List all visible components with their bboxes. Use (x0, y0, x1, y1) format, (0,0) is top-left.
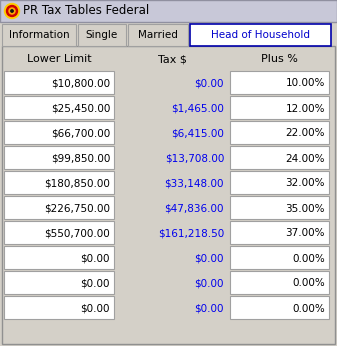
Text: $0.00: $0.00 (194, 279, 224, 289)
Bar (230, 146, 329, 169)
Bar (230, 221, 329, 244)
Text: 0.00%: 0.00% (292, 303, 325, 313)
Circle shape (4, 3, 20, 18)
Text: Tax $: Tax $ (158, 54, 186, 64)
Bar (4, 121, 114, 144)
Circle shape (9, 8, 15, 14)
Text: $161,218.50: $161,218.50 (158, 228, 224, 238)
Bar (2, 46, 335, 344)
Bar (4, 246, 114, 269)
Text: Plus %: Plus % (261, 54, 298, 64)
Text: $10,800.00: $10,800.00 (51, 79, 110, 89)
Bar (4, 71, 114, 94)
Text: Married: Married (138, 30, 178, 40)
Bar (4, 146, 114, 169)
Text: 22.00%: 22.00% (285, 128, 325, 138)
Text: $1,465.00: $1,465.00 (171, 103, 224, 113)
Text: PR Tax Tables Federal: PR Tax Tables Federal (23, 4, 149, 18)
Bar (0, 0, 337, 22)
Text: $25,450.00: $25,450.00 (51, 103, 110, 113)
Text: 12.00%: 12.00% (285, 103, 325, 113)
Bar (4, 296, 114, 319)
Text: 10.00%: 10.00% (286, 79, 325, 89)
Text: $99,850.00: $99,850.00 (51, 154, 110, 164)
Circle shape (6, 6, 18, 17)
Text: Lower Limit: Lower Limit (27, 54, 91, 64)
Text: Head of Household: Head of Household (211, 30, 310, 40)
Text: $47,836.00: $47,836.00 (164, 203, 224, 213)
Bar (128, 24, 188, 46)
Bar (4, 221, 114, 244)
Bar (230, 121, 329, 144)
Text: 35.00%: 35.00% (285, 203, 325, 213)
Bar (2, 24, 76, 46)
Text: Information: Information (9, 30, 69, 40)
Text: $0.00: $0.00 (81, 254, 110, 264)
Text: 32.00%: 32.00% (285, 179, 325, 189)
Text: $0.00: $0.00 (194, 303, 224, 313)
Bar (0, 22, 337, 46)
Text: 37.00%: 37.00% (285, 228, 325, 238)
Text: 0.00%: 0.00% (292, 254, 325, 264)
Bar (230, 96, 329, 119)
Bar (230, 296, 329, 319)
Text: 0.00%: 0.00% (292, 279, 325, 289)
Text: $13,708.00: $13,708.00 (165, 154, 224, 164)
Bar (230, 246, 329, 269)
Bar (4, 271, 114, 294)
Text: Single: Single (86, 30, 118, 40)
Text: $180,850.00: $180,850.00 (44, 179, 110, 189)
Text: $66,700.00: $66,700.00 (51, 128, 110, 138)
Bar (4, 196, 114, 219)
Text: $6,415.00: $6,415.00 (171, 128, 224, 138)
Bar (4, 96, 114, 119)
Bar (4, 171, 114, 194)
Bar (190, 24, 331, 46)
Text: $0.00: $0.00 (81, 303, 110, 313)
Text: $0.00: $0.00 (194, 79, 224, 89)
Text: 24.00%: 24.00% (285, 154, 325, 164)
Bar (230, 171, 329, 194)
Bar (230, 271, 329, 294)
Bar (230, 71, 329, 94)
Bar (78, 24, 126, 46)
Text: $550,700.00: $550,700.00 (44, 228, 110, 238)
Text: $0.00: $0.00 (194, 254, 224, 264)
Text: $0.00: $0.00 (81, 279, 110, 289)
Text: $226,750.00: $226,750.00 (44, 203, 110, 213)
Bar (230, 196, 329, 219)
Circle shape (11, 10, 13, 12)
Text: $33,148.00: $33,148.00 (164, 179, 224, 189)
